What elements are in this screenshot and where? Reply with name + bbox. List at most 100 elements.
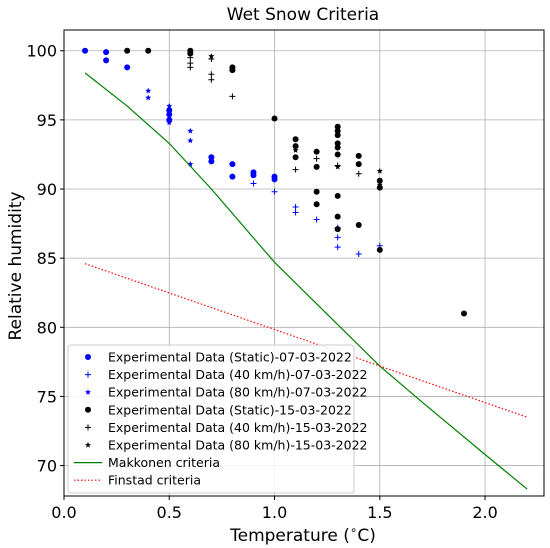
x-tick-label: 0.0 [51,503,76,522]
y-tick-label: 85 [37,249,57,268]
data-point [292,209,299,216]
legend-label: Experimental Data (80 km/h)-15-03-2022 [108,438,368,453]
y-tick-label: 90 [37,180,57,199]
data-point [313,163,320,170]
data-series [82,47,528,490]
legend-box [67,344,355,494]
data-point [271,115,278,122]
legend-item: Experimental Data (40 km/h)-07-03-2022 [85,367,368,382]
series-3 [124,47,467,317]
data-point [208,76,215,83]
data-point [229,67,236,74]
data-point [250,172,257,179]
legend-item: Experimental Data (Static)-07-03-2022 [85,350,352,365]
y-tick-label: 100 [26,42,57,61]
data-point [124,47,131,54]
data-point [334,151,341,158]
legend-item: Experimental Data (80 km/h)-15-03-2022 [84,438,368,453]
series-7 [84,263,528,418]
data-point [187,160,194,167]
data-point [355,161,362,168]
data-point [461,310,467,317]
data-point [187,50,194,57]
data-point [208,53,215,59]
data-point [334,140,341,147]
data-point [229,93,236,100]
data-point [229,161,236,168]
data-point [313,148,320,155]
data-point [271,188,278,195]
data-point [334,226,341,233]
series-0 [82,47,278,183]
data-point [355,251,362,258]
legend-item: Experimental Data (Static)-15-03-2022 [85,402,352,417]
legend-marker [85,424,91,431]
y-axis-label: Relative humidity [6,191,26,340]
data-point [313,201,320,208]
data-point [166,119,173,126]
x-tick-label: 2.0 [472,503,497,522]
legend-label: Finstad criteria [108,473,201,488]
data-point [313,188,320,195]
data-point [292,143,299,150]
data-point [376,246,383,253]
data-point [292,154,299,161]
x-tick-label: 1.5 [367,503,392,522]
data-point [145,47,152,54]
legend-item: Experimental Data (80 km/h)-07-03-2022 [84,385,368,400]
data-point [250,180,257,187]
data-point [334,213,341,220]
data-point [208,154,215,161]
series-2 [145,87,194,167]
legend-marker [84,441,92,448]
degree-symbol: ∘ [350,523,358,537]
legend-marker [84,389,92,395]
series-6 [84,72,528,490]
legend-label: Experimental Data (40 km/h)-15-03-2022 [108,420,368,435]
data-point [187,127,194,134]
data-point [355,152,362,159]
chart-title: Wet Snow Criteria [227,5,379,25]
data-point [124,64,131,71]
data-point [292,136,299,143]
y-tick-label: 75 [37,387,57,406]
data-point [103,57,110,64]
data-point [166,102,173,109]
data-point [166,111,173,118]
data-point [355,221,362,228]
data-point [376,167,383,174]
legend-marker [85,406,91,413]
data-point [334,144,341,151]
data-point [313,216,320,223]
legend-label: Makkonen criteria [108,455,220,470]
data-point [208,158,215,165]
legend-marker [85,371,91,378]
makkonen-criteria-line [84,72,528,490]
data-point [103,49,110,56]
x-tick-label: 0.5 [157,503,182,522]
series-1 [250,180,383,258]
x-axis-label-start: Temperature ( [229,526,350,546]
data-point [145,94,152,101]
x-axis-label: Temperature (∘C) [229,523,376,546]
legend: Experimental Data (Static)-07-03-2022 Exp… [67,344,368,494]
y-tick-label: 70 [37,457,57,476]
data-point [82,47,89,54]
y-tick-label: 80 [37,318,57,337]
data-point [376,177,383,184]
data-point [229,173,236,180]
data-point [334,244,341,251]
legend-item: Finstad criteria [74,473,201,488]
legend-marker [85,354,91,360]
data-point [187,137,194,144]
legend-item: Makkonen criteria [74,455,220,470]
data-point [355,170,362,177]
data-point [313,155,320,162]
data-point [334,163,341,170]
data-point [292,166,299,173]
legend-label: Experimental Data (Static)-07-03-2022 [108,350,352,365]
legend-label: Experimental Data (80 km/h)-07-03-2022 [108,385,368,400]
plot-frame [63,29,545,497]
data-point [292,203,299,210]
